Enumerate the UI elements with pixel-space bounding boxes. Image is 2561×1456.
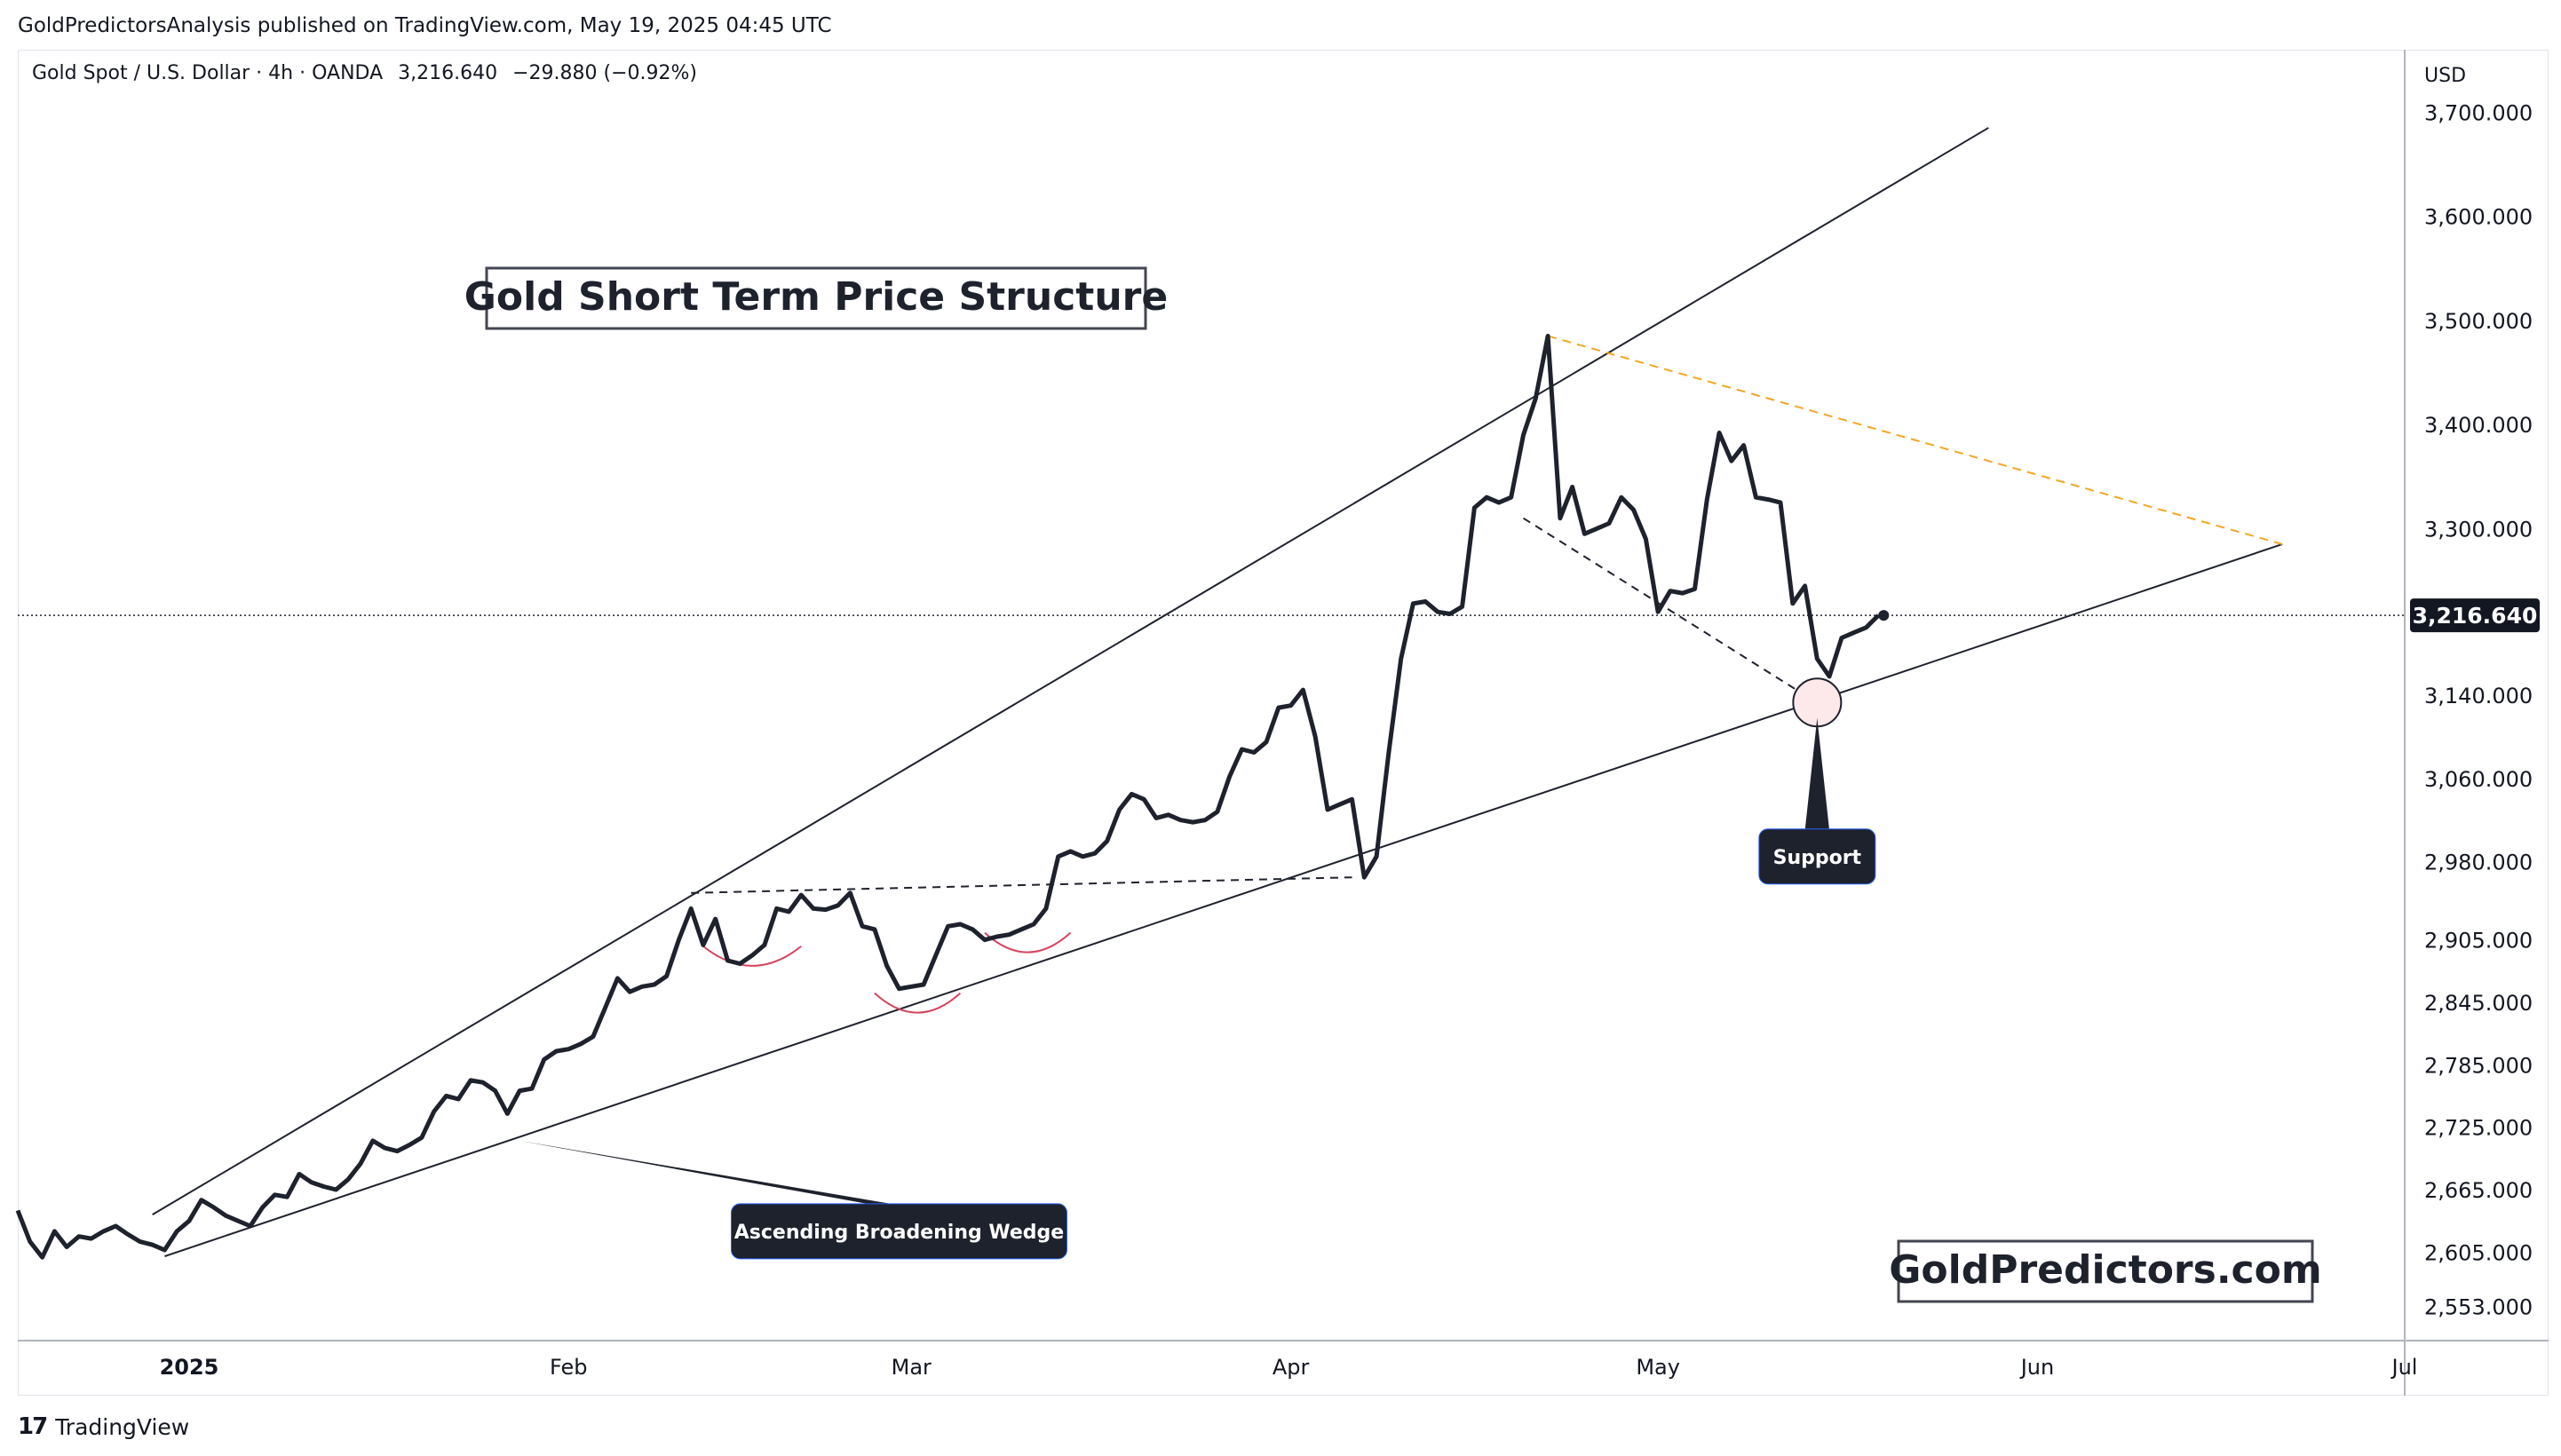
- publish-info: GoldPredictorsAnalysis published on Trad…: [18, 14, 832, 37]
- wedge-trendlines: [152, 127, 2283, 1257]
- y-tick-label: 3,300.000: [2424, 517, 2533, 542]
- bottom-arcs: [702, 931, 1072, 1014]
- symbol-legend[interactable]: Gold Spot / U.S. Dollar · 4h · OANDA 3,2…: [32, 62, 697, 84]
- x-tick-label: Jul: [2391, 1355, 2418, 1380]
- y-tick-label: 2,905.000: [2424, 929, 2533, 954]
- x-axis[interactable]: 2025 Feb Mar Apr May Jun Jul: [160, 1355, 2418, 1380]
- y-tick-label: 2,785.000: [2424, 1053, 2533, 1078]
- chart-frame: [18, 50, 2549, 1396]
- chart-title-box: Gold Short Term Price Structure: [464, 266, 1168, 330]
- y-tick-label: 2,845.000: [2424, 991, 2533, 1016]
- brand-name: TradingView: [55, 1413, 190, 1440]
- y-tick-label: 3,400.000: [2424, 413, 2533, 438]
- resistance-dashed-line: [1547, 335, 2283, 545]
- annotation-callout: Support: [1758, 717, 1876, 885]
- y-tick-label: 2,605.000: [2424, 1240, 2533, 1265]
- y-tick-label: 3,700.000: [2424, 100, 2533, 125]
- tradingview-logo-icon: 17: [18, 1413, 48, 1440]
- y-tick-label: 3,140.000: [2424, 684, 2533, 708]
- annotations: Ascending Broadening Wedge Support: [519, 717, 1876, 1260]
- x-tick-label: May: [1636, 1355, 1680, 1380]
- currency-label: USD: [2424, 65, 2466, 87]
- annotation-callout: Ascending Broadening Wedge: [519, 1140, 1067, 1260]
- current-price-tag[interactable]: 3,216.640: [2410, 598, 2540, 633]
- callout-box: [730, 1203, 1067, 1260]
- y-tick-label: 2,553.000: [2424, 1294, 2533, 1319]
- callout-label: Ascending Broadening Wedge: [734, 1222, 1064, 1244]
- y-tick-label: 2,665.000: [2424, 1178, 2533, 1203]
- watermark-text: GoldPredictors.com: [1889, 1247, 2321, 1293]
- x-tick-label: 2025: [160, 1355, 219, 1380]
- y-tick-label: 2,980.000: [2424, 851, 2533, 875]
- bottom-arc: [874, 992, 962, 1014]
- y-tick-label: 3,060.000: [2424, 767, 2533, 792]
- wedge-trendline: [152, 127, 1989, 1215]
- chart-title: Gold Short Term Price Structure: [464, 274, 1168, 320]
- price-series-line[interactable]: [15, 334, 1881, 1260]
- x-tick-label: Mar: [892, 1355, 932, 1380]
- last-price-legend: 3,216.640: [398, 62, 498, 84]
- last-price-dot: [1878, 610, 1890, 621]
- symbol-name: Gold Spot / U.S. Dollar · 4h · OANDA: [32, 62, 384, 84]
- y-tick-label: 3,600.000: [2424, 205, 2533, 230]
- x-tick-label: Apr: [1273, 1355, 1310, 1380]
- dashed-line: [1522, 517, 1806, 696]
- neckline-dashes: [691, 517, 1806, 894]
- x-tick-label: Feb: [550, 1355, 588, 1380]
- callout-box: [1758, 828, 1876, 885]
- callout-pointer: [1804, 717, 1830, 833]
- watermark-box: GoldPredictors.com: [1889, 1239, 2322, 1303]
- wedge-trendline: [164, 543, 2283, 1257]
- price-change: −29.880 (−0.92%): [512, 62, 698, 84]
- y-axis[interactable]: 2,553.000 2,605.000 2,665.000 2,725.000 2,78…: [2424, 100, 2533, 1319]
- callout-pointer: [519, 1140, 912, 1207]
- current-price-value: 3,216.640: [2413, 603, 2538, 629]
- bottom-arc: [984, 931, 1072, 954]
- y-tick-label: 2,725.000: [2424, 1116, 2533, 1141]
- callout-label: Support: [1773, 847, 1862, 869]
- x-tick-label: Jun: [2019, 1355, 2055, 1380]
- y-tick-label: 3,500.000: [2424, 309, 2533, 334]
- tradingview-brand[interactable]: 17 TradingView: [18, 1413, 189, 1440]
- bottom-arc: [702, 946, 802, 967]
- dashed-line: [691, 876, 1352, 894]
